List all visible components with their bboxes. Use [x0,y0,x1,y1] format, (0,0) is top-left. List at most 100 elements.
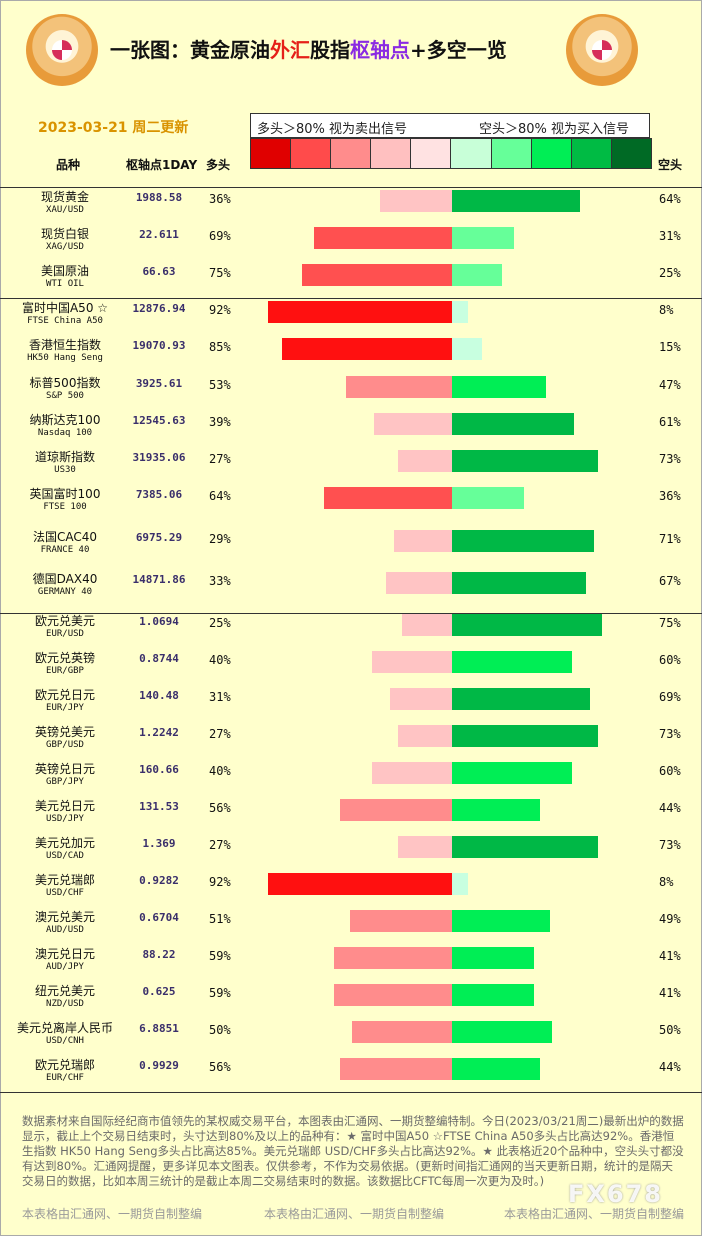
instrument-cn: 现货白银 [40,227,89,241]
short-percent: 8% [659,875,674,889]
pivot-value: 0.9282 [139,874,179,887]
short-bar [452,651,572,673]
instrument-cn: 欧元兑日元 [34,688,95,702]
short-bar [452,725,598,747]
long-percent: 56% [209,801,231,815]
pivot-value: 12545.63 [132,414,186,427]
watermark-center: 本表格由汇通网、一期货自制整编 [264,1207,445,1221]
instrument-cn: 澳元兑美元 [34,910,95,924]
title-part: 枢轴点 [350,38,410,62]
long-bar [372,651,452,673]
pivot-value: 66.63 [142,265,176,278]
short-percent: 8% [659,303,674,317]
instrument-code: USD/CHF [46,888,84,898]
long-percent: 33% [209,574,231,588]
short-percent: 60% [659,764,681,778]
pivot-value: 19070.93 [132,339,186,352]
long-bar [390,688,452,710]
short-percent: 73% [659,452,681,466]
short-percent: 61% [659,415,681,429]
long-bar [372,762,452,784]
long-percent: 92% [209,303,231,317]
short-bar [452,264,502,286]
pivot-value: 12876.94 [132,302,186,315]
short-bar [452,1021,552,1043]
pivot-value: 14871.86 [132,573,186,586]
page-title: 一张图：黄金原油外汇股指枢轴点+多空一览 [110,34,507,63]
logo-left-icon [26,14,98,86]
instrument-code: FTSE 100 [43,502,87,512]
long-bar [340,1058,452,1080]
divider-top [0,187,702,188]
signal-legend: 多头＞80% 视为卖出信号 空头＞80% 视为买入信号 [250,113,650,138]
long-bar [386,572,452,594]
instrument-code: XAG/USD [46,242,84,252]
long-percent: 31% [209,690,231,704]
legend-short-signal: 空头＞80% 视为买入信号 [479,122,630,137]
long-bar [374,413,452,435]
instrument-cn: 欧元兑英镑 [34,651,95,665]
short-bar [452,799,540,821]
instrument-name: 纽元兑美元 NZD/USD [10,984,120,1010]
instrument-name: 英镑兑日元 GBP/JPY [10,762,120,788]
instrument-cn: 美元兑加元 [34,836,95,850]
instrument-cn: 富时中国A50 ☆ [21,301,109,315]
long-percent: 59% [209,986,231,1000]
long-bar [394,530,452,552]
short-percent: 44% [659,1060,681,1074]
long-percent: 75% [209,266,231,280]
short-percent: 60% [659,653,681,667]
instrument-name: 欧元兑美元 EUR/USD [10,614,120,640]
instrument-name: 英镑兑美元 GBP/USD [10,725,120,751]
color-swatch [610,139,651,168]
instrument-code: USD/JPY [46,814,84,824]
long-percent: 50% [209,1023,231,1037]
instrument-name: 美元兑日元 USD/JPY [10,799,120,825]
short-bar [452,762,572,784]
long-bar [398,450,452,472]
instrument-code: USD/CNH [46,1036,84,1046]
instrument-code: EUR/CHF [46,1073,84,1083]
logo-right-icon [566,14,638,86]
long-bar [352,1021,452,1043]
pivot-value: 31935.06 [132,451,186,464]
short-bar [452,836,598,858]
instrument-code: S&P 500 [46,391,84,401]
instrument-name: 英国富时100 FTSE 100 [10,487,120,513]
short-bar [452,413,574,435]
color-swatch [410,139,451,168]
title-part: 一张图：黄金原油 [110,38,270,62]
pivot-value: 0.9929 [139,1059,179,1072]
instrument-code: GBP/USD [46,740,84,750]
header-long: 多头 [206,158,231,172]
short-percent: 31% [659,229,681,243]
header-name: 品种 [56,158,81,172]
instrument-cn: 美国原油 [40,264,89,278]
header-short: 空头 [658,158,683,172]
short-percent: 36% [659,489,681,503]
short-percent: 71% [659,532,681,546]
instrument-code: US30 [54,465,76,475]
long-percent: 64% [209,489,231,503]
watermark-left: 本表格由汇通网、一期货自制整编 [22,1207,203,1221]
title-part: 股指 [310,38,350,62]
instrument-name: 欧元兑日元 EUR/JPY [10,688,120,714]
instrument-code: NZD/USD [46,999,84,1009]
short-percent: 73% [659,727,681,741]
long-bar [282,338,452,360]
short-percent: 49% [659,912,681,926]
instrument-name: 美元兑离岸人民币 USD/CNH [10,1021,120,1047]
long-percent: 40% [209,653,231,667]
color-swatch [330,139,371,168]
short-bar [452,450,598,472]
instrument-cn: 香港恒生指数 [28,338,101,352]
instrument-cn: 纳斯达克100 [29,413,101,427]
instrument-name: 香港恒生指数 HK50 Hang Seng [10,338,120,364]
short-bar [452,301,468,323]
instrument-code: EUR/JPY [46,703,84,713]
long-bar [314,227,452,249]
pivot-value: 131.53 [139,800,179,813]
long-percent: 56% [209,1060,231,1074]
instrument-name: 纳斯达克100 Nasdaq 100 [10,413,120,439]
title-part: +多空一览 [410,38,507,62]
